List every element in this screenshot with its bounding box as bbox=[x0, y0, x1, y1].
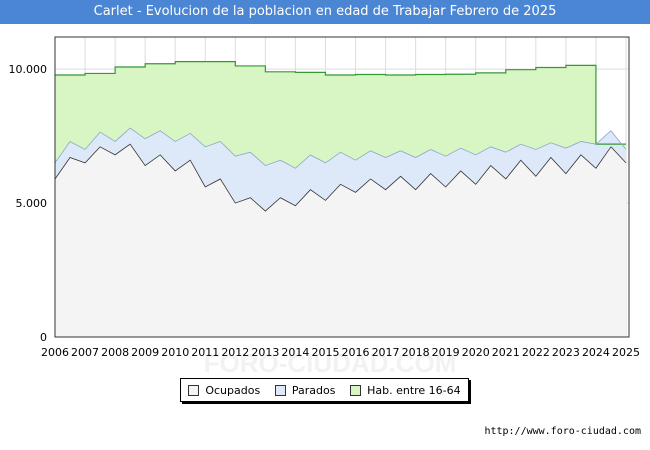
x-tick-label: 2016 bbox=[342, 346, 370, 359]
x-tick-label: 2019 bbox=[432, 346, 460, 359]
legend-swatch-hab bbox=[350, 384, 362, 396]
y-tick-label: 10.000 bbox=[9, 63, 48, 76]
legend-label-parados: Parados bbox=[291, 383, 336, 397]
series-line-parados bbox=[54, 127, 627, 169]
x-tick-label: 2024 bbox=[582, 346, 610, 359]
source-url: http://www.foro-ciudad.com bbox=[484, 426, 641, 437]
chart-title: Carlet - Evolucion de la poblacion en ed… bbox=[0, 0, 650, 24]
legend-swatch-parados bbox=[274, 384, 286, 396]
series-lines bbox=[54, 61, 627, 212]
x-tick-label: 2011 bbox=[191, 346, 219, 359]
series-line-hab bbox=[55, 61, 626, 145]
x-tick-label: 2010 bbox=[161, 346, 189, 359]
x-tick-label: 2020 bbox=[462, 346, 490, 359]
x-tick-label: 2014 bbox=[281, 346, 309, 359]
x-tick-label: 2018 bbox=[402, 346, 430, 359]
legend-label-ocupados: Ocupados bbox=[205, 383, 261, 397]
x-tick-label: 2022 bbox=[522, 346, 550, 359]
legend-label-hab: Hab. entre 16-64 bbox=[367, 383, 461, 397]
y-tick-label: 0 bbox=[40, 331, 47, 344]
x-tick-label: 2007 bbox=[71, 346, 99, 359]
x-tick-label: 2013 bbox=[251, 346, 279, 359]
x-tick-label: 2008 bbox=[101, 346, 129, 359]
legend-item-hab: Hab. entre 16-64 bbox=[350, 384, 461, 397]
y-tick-label: 5.000 bbox=[16, 197, 48, 210]
x-tick-label: 2023 bbox=[552, 346, 580, 359]
legend-item-ocupados: Ocupados bbox=[188, 384, 260, 397]
series-areas bbox=[55, 61, 626, 338]
x-tick-label: 2012 bbox=[221, 346, 249, 359]
x-tick-label: 2025 bbox=[612, 346, 640, 359]
tick-labels: 2006 2007 2008 2009 2010 2011 2012 2013 2014 2015… bbox=[9, 63, 640, 359]
plot-frame bbox=[54, 36, 630, 338]
x-tick-label: 2017 bbox=[372, 346, 400, 359]
legend-item-parados: Parados bbox=[274, 383, 336, 397]
x-tick-label: 2006 bbox=[41, 346, 69, 359]
x-tick-label: 2021 bbox=[492, 346, 520, 359]
series-area-ocupados bbox=[55, 144, 626, 337]
legend-swatch-ocupados bbox=[188, 384, 200, 396]
watermark: FORO-CIUDAD.COM bbox=[204, 348, 457, 378]
x-tick-label: 2009 bbox=[131, 346, 159, 359]
x-tick-label: 2015 bbox=[311, 346, 339, 359]
legend: Ocupados Parados Hab. entre 16-64 bbox=[180, 378, 469, 402]
series-line-ocupados bbox=[54, 143, 627, 212]
